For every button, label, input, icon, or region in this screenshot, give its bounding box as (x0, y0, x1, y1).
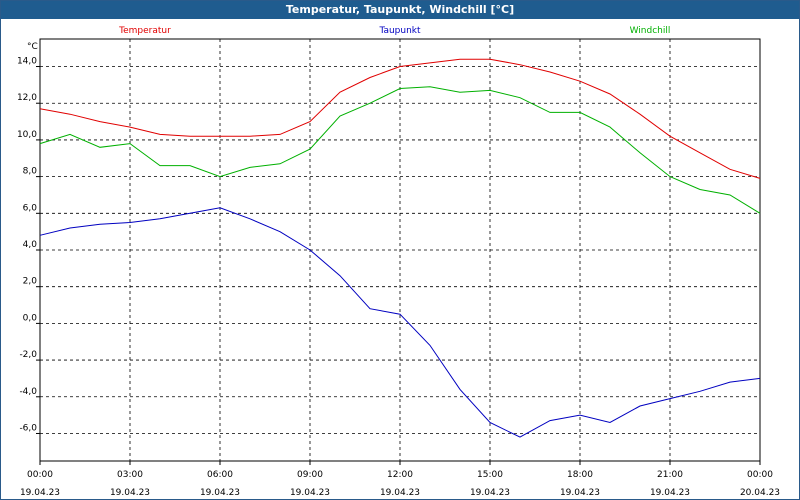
legend-temperatur: Temperatur (118, 26, 171, 36)
series-line-taupunkt (39, 207, 761, 438)
x-tick-time: 09:00 (297, 470, 323, 480)
x-tick-date: 19.04.23 (20, 488, 60, 498)
legend-windchill: Windchill (630, 26, 671, 36)
y-tick-label: 10,0 (17, 130, 37, 140)
y-tick-label: 12,0 (17, 93, 37, 103)
x-tick-date: 19.04.23 (380, 488, 420, 498)
x-tick-date: 19.04.23 (110, 488, 150, 498)
y-tick-label: 8,0 (23, 167, 38, 177)
x-tick-time: 18:00 (567, 470, 593, 480)
x-tick-time: 00:00 (747, 470, 773, 480)
window-title: Temperatur, Taupunkt, Windchill [°C] (1, 1, 799, 19)
y-tick-label: 2,0 (23, 277, 38, 287)
y-tick-label: 6,0 (23, 203, 38, 213)
x-tick-date: 19.04.23 (200, 488, 240, 498)
x-tick-date: 19.04.23 (650, 488, 690, 498)
x-tick-time: 03:00 (117, 470, 143, 480)
series-line-windchill (39, 86, 761, 214)
x-tick-date: 19.04.23 (470, 488, 510, 498)
x-tick-date: 19.04.23 (290, 488, 330, 498)
legend-taupunkt: Taupunkt (378, 26, 421, 36)
y-tick-label: 4,0 (23, 240, 38, 250)
x-tick-time: 12:00 (387, 470, 413, 480)
y-tick-label: 14,0 (17, 57, 37, 67)
x-tick-time: 06:00 (207, 470, 233, 480)
x-tick-time: 21:00 (657, 470, 683, 480)
y-tick-label: -6,0 (19, 423, 37, 433)
y-tick-label: 0,0 (23, 313, 38, 323)
x-tick-time: 15:00 (477, 470, 503, 480)
y-axis-label: °C (27, 42, 38, 52)
x-tick-time: 00:00 (27, 470, 53, 480)
x-tick-date: 20.04.23 (740, 488, 780, 498)
series-line-temperatur (39, 58, 761, 179)
line-chart: 14,0 12,0 10,0 8,0 6,0 4,0 2,0 0,0 -2,0 -4,0 -6,0 °… (17, 26, 780, 498)
y-tick-label: -2,0 (19, 350, 37, 360)
x-tick-date: 19.04.23 (560, 488, 600, 498)
y-tick-label: -4,0 (19, 387, 37, 397)
